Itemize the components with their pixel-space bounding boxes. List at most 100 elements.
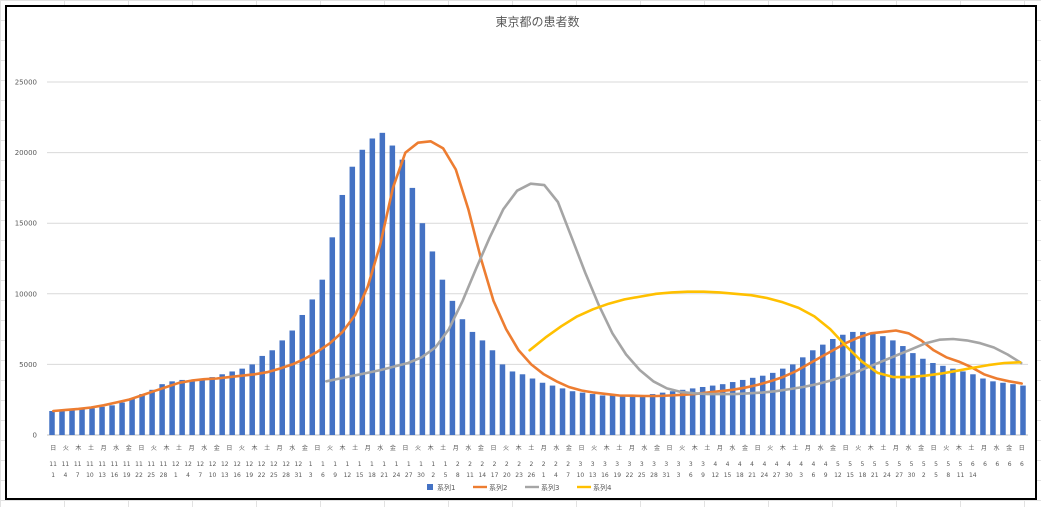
bar	[840, 334, 846, 435]
x-tick-date: 22	[258, 472, 266, 479]
x-tick-weekday: 火	[63, 445, 69, 452]
x-tick-weekday: 木	[428, 444, 434, 452]
legend-label: 系列2	[489, 483, 507, 492]
x-tick-month: 4	[713, 461, 717, 468]
x-tick-date: 3	[799, 472, 803, 479]
bar	[269, 350, 275, 435]
x-tick-weekday: 金	[918, 444, 924, 452]
chart-frame[interactable]: 0 5000 10000 15000 20000 25000 日火木土月水金日火木土月水金…	[5, 5, 1037, 500]
x-tick-month: 3	[701, 461, 705, 468]
x-tick-date: 22	[626, 472, 634, 479]
x-tick-weekday: 木	[340, 444, 346, 452]
bar	[389, 145, 396, 436]
legend-swatch	[427, 484, 433, 490]
line-系列4	[528, 290, 1022, 379]
chart-title: 東京都の患者数	[495, 14, 579, 29]
bar	[179, 379, 185, 435]
bar	[639, 395, 646, 435]
line-系列2	[52, 140, 1023, 413]
bar	[519, 374, 526, 435]
bar	[99, 406, 105, 435]
x-tick-weekday: 水	[906, 444, 912, 452]
x-tick-date: 7	[566, 472, 570, 479]
bar	[629, 396, 636, 435]
x-tick-month: 12	[184, 461, 192, 468]
bar	[579, 392, 586, 435]
y-tick-label: 20000	[15, 149, 37, 157]
x-tick-weekday: 月	[717, 445, 723, 452]
bar	[810, 350, 816, 435]
bar	[609, 395, 616, 435]
bar	[790, 364, 796, 435]
x-tick-month: 11	[49, 461, 57, 468]
bar	[549, 385, 556, 435]
x-tick-month: 6	[1008, 461, 1012, 468]
x-tick-month: 12	[258, 461, 266, 468]
bar	[820, 344, 826, 435]
bar	[870, 333, 876, 435]
bar	[709, 385, 716, 435]
x-tick-date: 7	[76, 472, 80, 479]
bar	[539, 382, 546, 435]
x-tick-month: 5	[873, 461, 877, 468]
x-tick-weekday: 金	[1006, 444, 1012, 452]
y-tick-label: 0	[33, 432, 37, 440]
x-tick-month: 1	[346, 461, 350, 468]
x-tick-date: 15	[356, 472, 364, 479]
x-tick-weekday: 木	[252, 444, 258, 452]
x-tick-month: 6	[1020, 461, 1024, 468]
x-tick-date: 21	[871, 472, 879, 479]
bar	[329, 237, 336, 435]
x-tick-weekday: 木	[956, 444, 962, 452]
x-tick-month: 11	[147, 461, 155, 468]
y-tick-label: 15000	[15, 220, 37, 228]
x-tick-month: 3	[677, 461, 681, 468]
x-tick-date: 19	[246, 472, 254, 479]
x-tick-weekday: 日	[755, 445, 761, 452]
x-tick-date: 27	[895, 472, 903, 479]
bar	[699, 386, 706, 435]
x-tick-date: 1	[51, 472, 55, 479]
x-tick-weekday: 木	[75, 444, 81, 452]
bar	[139, 394, 145, 435]
x-tick-month: 4	[811, 461, 815, 468]
x-tick-date: 31	[662, 472, 670, 479]
x-tick-weekday: 月	[277, 445, 283, 452]
x-tick-month: 6	[971, 461, 975, 468]
x-tick-month: 12	[295, 461, 303, 468]
bar	[489, 350, 496, 435]
x-tick-month: 3	[689, 461, 693, 468]
bar	[469, 331, 476, 435]
x-tick-month: 1	[309, 461, 313, 468]
x-tick-month: 6	[983, 461, 987, 468]
bar	[219, 374, 225, 435]
bar	[759, 375, 766, 435]
bar	[930, 362, 936, 435]
x-tick-weekday: 水	[994, 444, 1000, 452]
x-tick-date: 12	[711, 472, 719, 479]
x-tick-date: 10	[577, 472, 585, 479]
x-tick-month: 4	[762, 461, 766, 468]
x-tick-weekday: 金	[302, 444, 308, 452]
x-tick-month: 2	[542, 461, 546, 468]
sheet-gridline	[0, 0, 1, 507]
bar	[1010, 384, 1016, 435]
x-tick-month: 5	[946, 461, 950, 468]
line-series	[52, 140, 1023, 413]
x-tick-month: 3	[640, 461, 644, 468]
x-tick-month: 4	[824, 461, 828, 468]
bar	[529, 378, 536, 435]
x-tick-weekday: 火	[767, 445, 773, 452]
x-tick-date: 13	[589, 472, 597, 479]
x-tick-weekday: 日	[138, 445, 144, 452]
x-tick-weekday: 火	[503, 445, 509, 452]
x-tick-weekday: 水	[113, 444, 119, 452]
bar	[920, 358, 926, 435]
x-tick-month: 12	[221, 461, 229, 468]
x-tick-weekday: 金	[214, 444, 220, 452]
x-tick-date: 4	[63, 472, 67, 479]
x-tick-month: 1	[431, 461, 435, 468]
x-tick-date: 24	[393, 472, 401, 479]
bar	[619, 396, 626, 435]
x-tick-date: 3	[309, 472, 313, 479]
